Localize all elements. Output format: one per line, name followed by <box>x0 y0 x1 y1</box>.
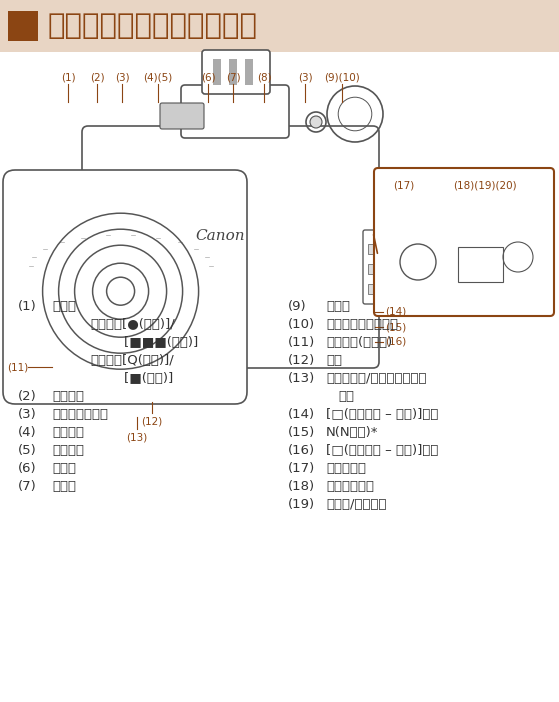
Bar <box>368 244 380 254</box>
Bar <box>368 284 380 294</box>
Text: (19): (19) <box>288 498 315 511</box>
Text: (17): (17) <box>393 180 414 190</box>
FancyBboxPatch shape <box>3 170 247 404</box>
Text: (9): (9) <box>288 300 307 313</box>
FancyBboxPatch shape <box>82 126 379 368</box>
Text: 镜头遮光罩/滤镜转换器安装: 镜头遮光罩/滤镜转换器安装 <box>326 372 427 385</box>
Text: (18)(19)(20): (18)(19)(20) <box>453 180 517 190</box>
Text: Canon: Canon <box>195 228 245 242</box>
Text: 快门按钮: 快门按钮 <box>52 390 84 403</box>
FancyBboxPatch shape <box>202 50 270 94</box>
Text: 拍摄时：[●(长焦)]/: 拍摄时：[●(长焦)]/ <box>90 318 175 331</box>
FancyBboxPatch shape <box>374 168 554 316</box>
FancyBboxPatch shape <box>160 103 204 129</box>
Text: [■(索引)]: [■(索引)] <box>90 372 173 385</box>
Text: (3): (3) <box>115 72 129 82</box>
Text: (1): (1) <box>61 72 75 82</box>
Bar <box>213 59 221 85</box>
Text: 镜头: 镜头 <box>326 354 342 367</box>
Text: 闪光灯: 闪光灯 <box>52 462 76 475</box>
Text: [□(构图辅助 – 查找)]按钮: [□(构图辅助 – 查找)]按钮 <box>326 408 438 421</box>
Text: (12): (12) <box>288 354 315 367</box>
Text: (15): (15) <box>288 426 315 439</box>
Bar <box>245 59 253 85</box>
Text: 模式转盘: 模式转盘 <box>52 444 84 457</box>
Text: 三脚架插孔: 三脚架插孔 <box>326 462 366 475</box>
Text: (18): (18) <box>288 480 315 493</box>
Text: (17): (17) <box>288 462 315 475</box>
Text: (11): (11) <box>288 336 315 349</box>
Text: 解除锁定开关: 解除锁定开关 <box>326 480 374 493</box>
Text: 存储卡/电池仓盖: 存储卡/电池仓盖 <box>326 498 386 511</box>
Text: (5): (5) <box>18 444 37 457</box>
Text: 变焦杆: 变焦杆 <box>52 300 76 313</box>
Text: [■■■(广角)]: [■■■(广角)] <box>90 336 198 349</box>
Text: (3): (3) <box>18 408 37 421</box>
Text: (6): (6) <box>18 462 37 475</box>
Text: (4): (4) <box>18 426 37 439</box>
Text: (13): (13) <box>126 432 148 442</box>
Text: (14): (14) <box>385 307 406 317</box>
Circle shape <box>310 116 322 128</box>
Text: 相机带安装部位: 相机带安装部位 <box>52 408 108 421</box>
Text: 部件名称及本指南编辑常规: 部件名称及本指南编辑常规 <box>48 12 258 40</box>
Text: (4)(5): (4)(5) <box>143 72 173 82</box>
Bar <box>368 264 380 274</box>
Text: (16): (16) <box>288 444 315 457</box>
Bar <box>229 59 237 85</box>
Text: 焦距标记(近似值): 焦距标记(近似值) <box>326 336 392 349</box>
Text: 外接麦克风输入端子: 外接麦克风输入端子 <box>326 318 398 331</box>
Text: (7): (7) <box>226 72 240 82</box>
Text: (9)(10): (9)(10) <box>324 72 360 82</box>
Bar <box>8 11 38 41</box>
Text: N(N标记)*: N(N标记)* <box>326 426 378 439</box>
Text: (14): (14) <box>288 408 315 421</box>
Text: (2): (2) <box>18 390 37 403</box>
Text: 播放时：[Q(放大)]/: 播放时：[Q(放大)]/ <box>90 354 174 367</box>
Text: 麦克风: 麦克风 <box>52 480 76 493</box>
Text: 部位: 部位 <box>338 390 354 403</box>
Text: (8): (8) <box>257 72 271 82</box>
Text: (1): (1) <box>18 300 37 313</box>
Text: (2): (2) <box>89 72 105 82</box>
Text: (3): (3) <box>298 72 312 82</box>
Text: (15): (15) <box>385 322 406 332</box>
Text: (10): (10) <box>288 318 315 331</box>
Text: (16): (16) <box>385 337 406 347</box>
Text: (11): (11) <box>7 362 28 372</box>
FancyBboxPatch shape <box>363 230 385 304</box>
Text: 扬声器: 扬声器 <box>326 300 350 313</box>
Text: [□(构图辅助 – 锁定)]按钮: [□(构图辅助 – 锁定)]按钮 <box>326 444 438 457</box>
FancyBboxPatch shape <box>181 85 289 138</box>
Text: 电子转盘: 电子转盘 <box>52 426 84 439</box>
Text: (12): (12) <box>141 416 163 426</box>
Bar <box>458 247 503 282</box>
Text: (13): (13) <box>288 372 315 385</box>
Bar <box>0 0 559 52</box>
Text: (7): (7) <box>18 480 37 493</box>
Text: (6): (6) <box>201 72 215 82</box>
